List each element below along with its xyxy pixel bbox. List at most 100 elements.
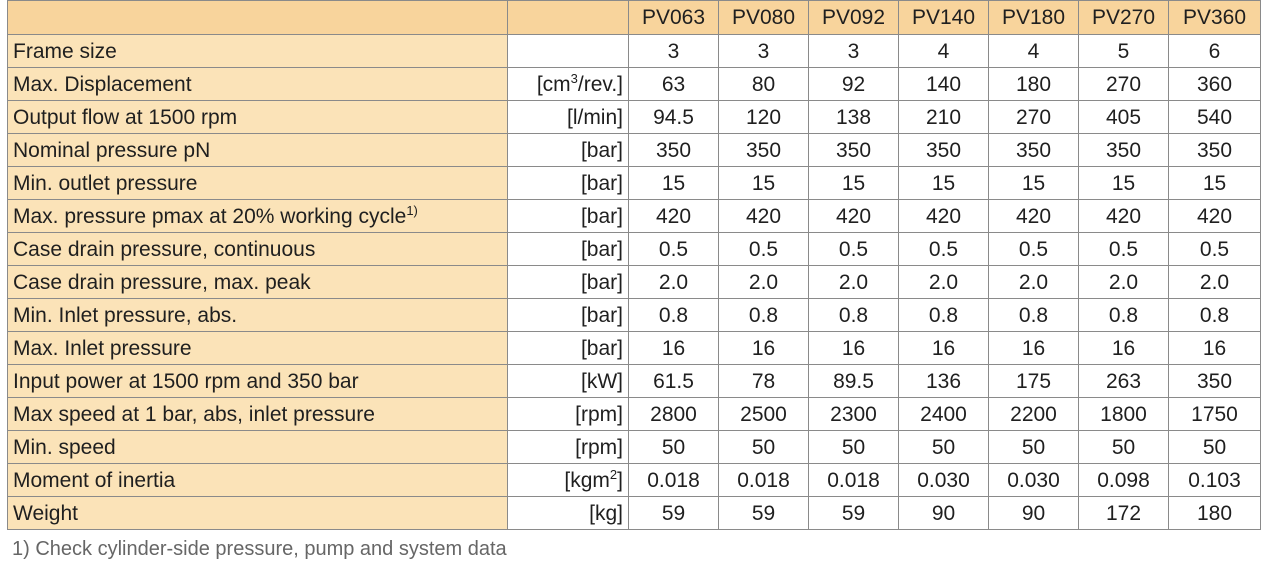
row-label-text: Nominal pressure pN — [13, 138, 211, 162]
table-cell: 138 — [808, 100, 899, 134]
table-cell: 420 — [808, 199, 899, 233]
row-label: Nominal pressure pN — [7, 133, 508, 167]
row-label: Moment of inertia — [7, 463, 508, 497]
table-cell: 210 — [898, 100, 989, 134]
table-cell: 0.5 — [718, 232, 809, 266]
table-cell: 2.0 — [898, 265, 989, 299]
table-cell: 0.8 — [988, 298, 1079, 332]
table-cell: 0.018 — [718, 463, 809, 497]
row-label-text: Frame size — [13, 39, 117, 63]
table-cell: 2500 — [718, 397, 809, 431]
row-label-text: Weight — [13, 501, 78, 525]
column-header: PV080 — [718, 0, 809, 35]
row-unit: [cm3/rev.] — [507, 67, 629, 101]
table-cell: 15 — [1078, 166, 1169, 200]
table-cell: 78 — [718, 364, 809, 398]
row-unit: [rpm] — [507, 397, 629, 431]
table-cell: 16 — [988, 331, 1079, 365]
table-row: Nominal pressure pN [bar] 350 350 350 350 350 3… — [7, 133, 1261, 167]
table-cell: 59 — [808, 496, 899, 530]
table-cell: 92 — [808, 67, 899, 101]
table-cell: 420 — [898, 199, 989, 233]
table-cell: 6 — [1168, 34, 1261, 68]
table-cell: 16 — [1078, 331, 1169, 365]
table-row: Input power at 1500 rpm and 350 bar [kW] 6… — [7, 364, 1261, 398]
row-unit-suffix: ] — [617, 468, 623, 492]
table-cell: 3 — [628, 34, 719, 68]
table-cell: 4 — [898, 34, 989, 68]
row-unit — [507, 34, 629, 68]
table-cell: 120 — [718, 100, 809, 134]
table-cell: 140 — [898, 67, 989, 101]
row-label: Input power at 1500 rpm and 350 bar — [7, 364, 508, 398]
row-unit: [rpm] — [507, 430, 629, 464]
row-unit: [kg] — [507, 496, 629, 530]
table-cell: 350 — [1168, 364, 1261, 398]
row-unit: [l/min] — [507, 100, 629, 134]
table-cell: 350 — [808, 133, 899, 167]
table-cell: 0.8 — [628, 298, 719, 332]
table-row: Min. Inlet pressure, abs. [bar] 0.8 0.8 0.8 0… — [7, 298, 1261, 332]
row-label: Output flow at 1500 rpm — [7, 100, 508, 134]
row-unit: [bar] — [507, 199, 629, 233]
row-unit-text: [bar] — [580, 237, 623, 261]
row-label-text: Max. Inlet pressure — [13, 336, 192, 360]
table-cell: 540 — [1168, 100, 1261, 134]
row-unit-text: [bar] — [580, 303, 623, 327]
row-label-text: Case drain pressure, continuous — [13, 237, 316, 261]
table-cell: 2.0 — [988, 265, 1079, 299]
table-cell: 50 — [628, 430, 719, 464]
table-cell: 15 — [988, 166, 1079, 200]
table-cell: 420 — [628, 199, 719, 233]
table-cell: 2.0 — [628, 265, 719, 299]
row-unit: [bar] — [507, 232, 629, 266]
row-label-text: Max speed at 1 bar, abs, inlet pressure — [13, 402, 375, 426]
table-cell: 2.0 — [1168, 265, 1261, 299]
table-cell: 420 — [718, 199, 809, 233]
column-header: PV140 — [898, 0, 989, 35]
table-cell: 50 — [1168, 430, 1261, 464]
table-row: Max speed at 1 bar, abs, inlet pressure [… — [7, 397, 1261, 431]
table-cell: 180 — [988, 67, 1079, 101]
row-label: Min. speed — [7, 430, 508, 464]
table-row: Min. speed [rpm] 50 50 50 50 50 50 50 — [7, 430, 1261, 464]
table-cell: 0.030 — [898, 463, 989, 497]
table-cell: 4 — [988, 34, 1079, 68]
table-cell: 270 — [988, 100, 1079, 134]
unit-superscript: 2 — [609, 466, 618, 482]
table-cell: 350 — [718, 133, 809, 167]
row-label: Max speed at 1 bar, abs, inlet pressure — [7, 397, 508, 431]
table-cell: 3 — [718, 34, 809, 68]
row-unit-text: [kW] — [581, 369, 623, 393]
row-unit-text: [bar] — [580, 138, 623, 162]
table-cell: 350 — [1168, 133, 1261, 167]
row-label: Max. pressure pmax at 20% working cycle1… — [7, 199, 508, 233]
row-unit: [bar] — [507, 298, 629, 332]
table-cell: 0.5 — [1078, 232, 1169, 266]
table-cell: 1750 — [1168, 397, 1261, 431]
row-label-text: Input power at 1500 rpm and 350 bar — [13, 369, 359, 393]
row-label: Weight — [7, 496, 508, 530]
table-cell: 89.5 — [808, 364, 899, 398]
table-cell: 15 — [718, 166, 809, 200]
table-cell: 2300 — [808, 397, 899, 431]
table-cell: 420 — [1168, 199, 1261, 233]
table-cell: 350 — [1078, 133, 1169, 167]
row-unit: [kW] — [507, 364, 629, 398]
row-unit: [bar] — [507, 166, 629, 200]
table-cell: 2.0 — [808, 265, 899, 299]
row-unit-text: [bar] — [580, 270, 623, 294]
header-label-blank — [7, 0, 508, 35]
table-cell: 0.103 — [1168, 463, 1261, 497]
row-label-text: Min. Inlet pressure, abs. — [13, 303, 238, 327]
table-cell: 15 — [1168, 166, 1261, 200]
row-label-text: Max. pressure pmax at 20% working cycle — [13, 204, 407, 228]
row-unit: [bar] — [507, 265, 629, 299]
row-unit-text: [bar] — [580, 171, 623, 195]
table-cell: 15 — [898, 166, 989, 200]
row-label: Case drain pressure, continuous — [7, 232, 508, 266]
table-cell: 420 — [1078, 199, 1169, 233]
table-cell: 16 — [718, 331, 809, 365]
row-unit-text: [rpm] — [575, 402, 623, 426]
table-cell: 16 — [898, 331, 989, 365]
